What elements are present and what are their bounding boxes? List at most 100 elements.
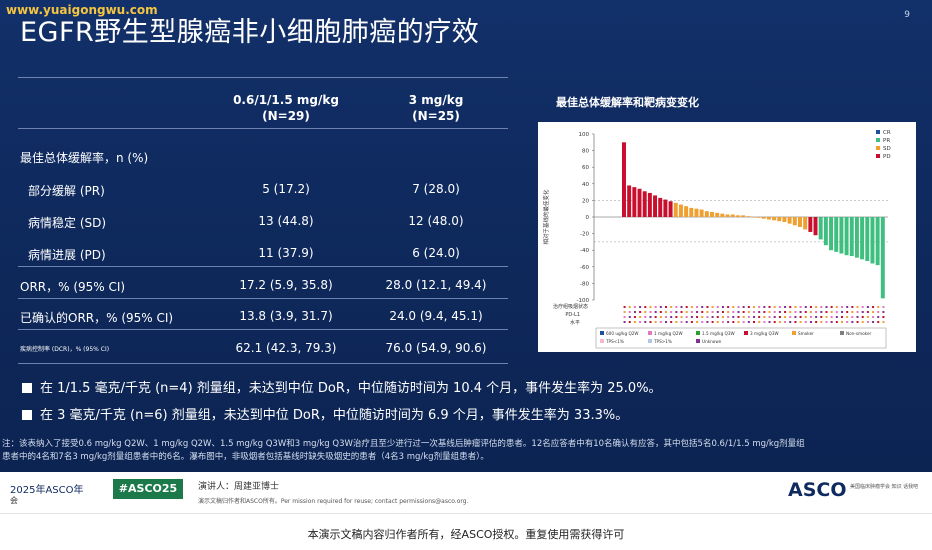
annotation-dot (882, 311, 885, 313)
annotation-dot (649, 306, 652, 308)
annotation-dot (628, 306, 631, 308)
annotation-dot (799, 316, 802, 318)
annotation-dot (701, 316, 704, 318)
waterfall-bar (766, 217, 771, 220)
waterfall-chart: 100 80 60 40 20 0 -20 -40 -60 -80 -100 相对于基线的最佳变化 CR… (538, 122, 916, 352)
annotation-dot (747, 321, 750, 323)
annotation-dot (644, 306, 647, 308)
waterfall-bar (803, 217, 808, 230)
y-tick-label: -100 (577, 298, 590, 304)
footer-meeting-suffix: 会 (10, 496, 18, 505)
footer-legend-label: Non-smoker (846, 331, 872, 336)
annotation-dot (877, 311, 880, 313)
annotation-dot (737, 321, 740, 323)
annotation-dot (763, 306, 766, 308)
annotation-dot (846, 316, 849, 318)
annotation-dot (753, 321, 755, 323)
waterfall-bar (854, 217, 859, 258)
annotation-dot (820, 306, 823, 308)
annotation-dot (654, 316, 657, 318)
annotation-dot (742, 321, 745, 323)
col2-header-line1: 3 mg/kg (408, 93, 464, 107)
annotation-dot (789, 311, 792, 313)
annotation-dot (696, 311, 699, 313)
annotation-dot (809, 311, 812, 313)
annotation-dot (727, 316, 730, 318)
waterfall-bar (725, 214, 730, 217)
waterfall-bar (818, 217, 823, 240)
annotation-dot (675, 306, 678, 308)
annotation-dot (784, 311, 787, 313)
waterfall-bar (694, 208, 699, 217)
annotation-dot (794, 306, 797, 308)
footer-legend-swatch (840, 331, 844, 335)
annotation-dot (789, 321, 792, 323)
footer-legend-box (595, 327, 887, 349)
waterfall-bar (647, 192, 652, 217)
annotation-dot (804, 306, 807, 308)
annotation-dot (861, 306, 864, 308)
annotation-dot (628, 321, 631, 323)
annotation-dot (846, 311, 849, 313)
annotation-dot (649, 311, 652, 313)
annotation-dot (784, 316, 787, 318)
annotation-dot (825, 321, 828, 323)
waterfall-bar (715, 212, 720, 217)
annotation-dot (737, 306, 740, 308)
annotation-dot (846, 306, 849, 308)
annotation-dot (701, 306, 704, 308)
cell-corr-c1: 13.8 (3.9, 31.7) (239, 309, 333, 323)
annotation-dot (866, 311, 869, 313)
row-label-dcr: 疾病控制率 (DCR)，% (95% CI) (20, 346, 110, 353)
waterfall-bar (678, 204, 683, 217)
annotation-dot (685, 311, 688, 313)
annotation-dot (773, 311, 776, 313)
annotation-dot (830, 321, 833, 323)
annotation-dot (737, 316, 740, 318)
bullet-2-text: 在 3 毫克/千克 (n=6) 剂量组，未达到中位 DoR，中位随访时间为 6.… (40, 408, 629, 423)
annotation-dot (659, 316, 662, 318)
annotation-dot (773, 316, 776, 318)
annotation-dot (856, 311, 859, 313)
annotation-dot (654, 306, 657, 308)
annotation-dot (789, 306, 792, 308)
col2-header-line2: (N=25) (412, 109, 460, 123)
cell-pr-c2: 7 (28.0) (412, 182, 460, 196)
annotation-dot (711, 306, 714, 308)
row-label-sd: 病情稳定 (SD) (28, 216, 107, 230)
cell-sd-c2: 12 (48.0) (408, 214, 464, 228)
annotation-dot (639, 321, 642, 323)
annotation-dot (820, 316, 823, 318)
col1-header-line2: (N=29) (262, 109, 310, 123)
footer-legend-swatch (648, 331, 652, 335)
annotation-dot (721, 311, 724, 313)
annotation-dot (758, 316, 761, 318)
annotation-dot (696, 316, 699, 318)
footer-legend-label: Smoker (798, 331, 814, 336)
legend-swatch (876, 154, 880, 158)
annotation-dot (665, 311, 667, 313)
bullet-1-text: 在 1/1.5 毫克/千克 (n=4) 剂量组，未达到中位 DoR，中位随访时间… (40, 381, 662, 396)
annotation-dot (804, 316, 807, 318)
annotation-dot (721, 316, 724, 318)
annotation-dot (701, 321, 704, 323)
row-label-level: 水平 (570, 319, 580, 326)
cell-sd-c1: 13 (44.8) (258, 214, 314, 228)
annotation-dot (763, 311, 766, 313)
col2-header: 3 mg/kg (N=25) (336, 92, 536, 124)
bullet-square-icon (22, 383, 32, 393)
waterfall-bar (632, 187, 637, 217)
waterfall-bar (699, 209, 704, 217)
annotation-dot (778, 311, 781, 313)
annotation-dot (784, 306, 787, 308)
annotation-dot (877, 316, 880, 318)
annotation-dot (809, 321, 812, 323)
annotation-dot (778, 316, 781, 318)
page-title: EGFR野生型腺癌非小细胞肺癌的疗效 (20, 17, 480, 48)
waterfall-bar (756, 217, 761, 218)
annotation-dot (680, 306, 683, 308)
annotation-dot (763, 316, 766, 318)
annotation-dot (670, 316, 673, 318)
waterfall-bar (782, 217, 787, 222)
footer-legend-label: Unknown (702, 339, 722, 344)
